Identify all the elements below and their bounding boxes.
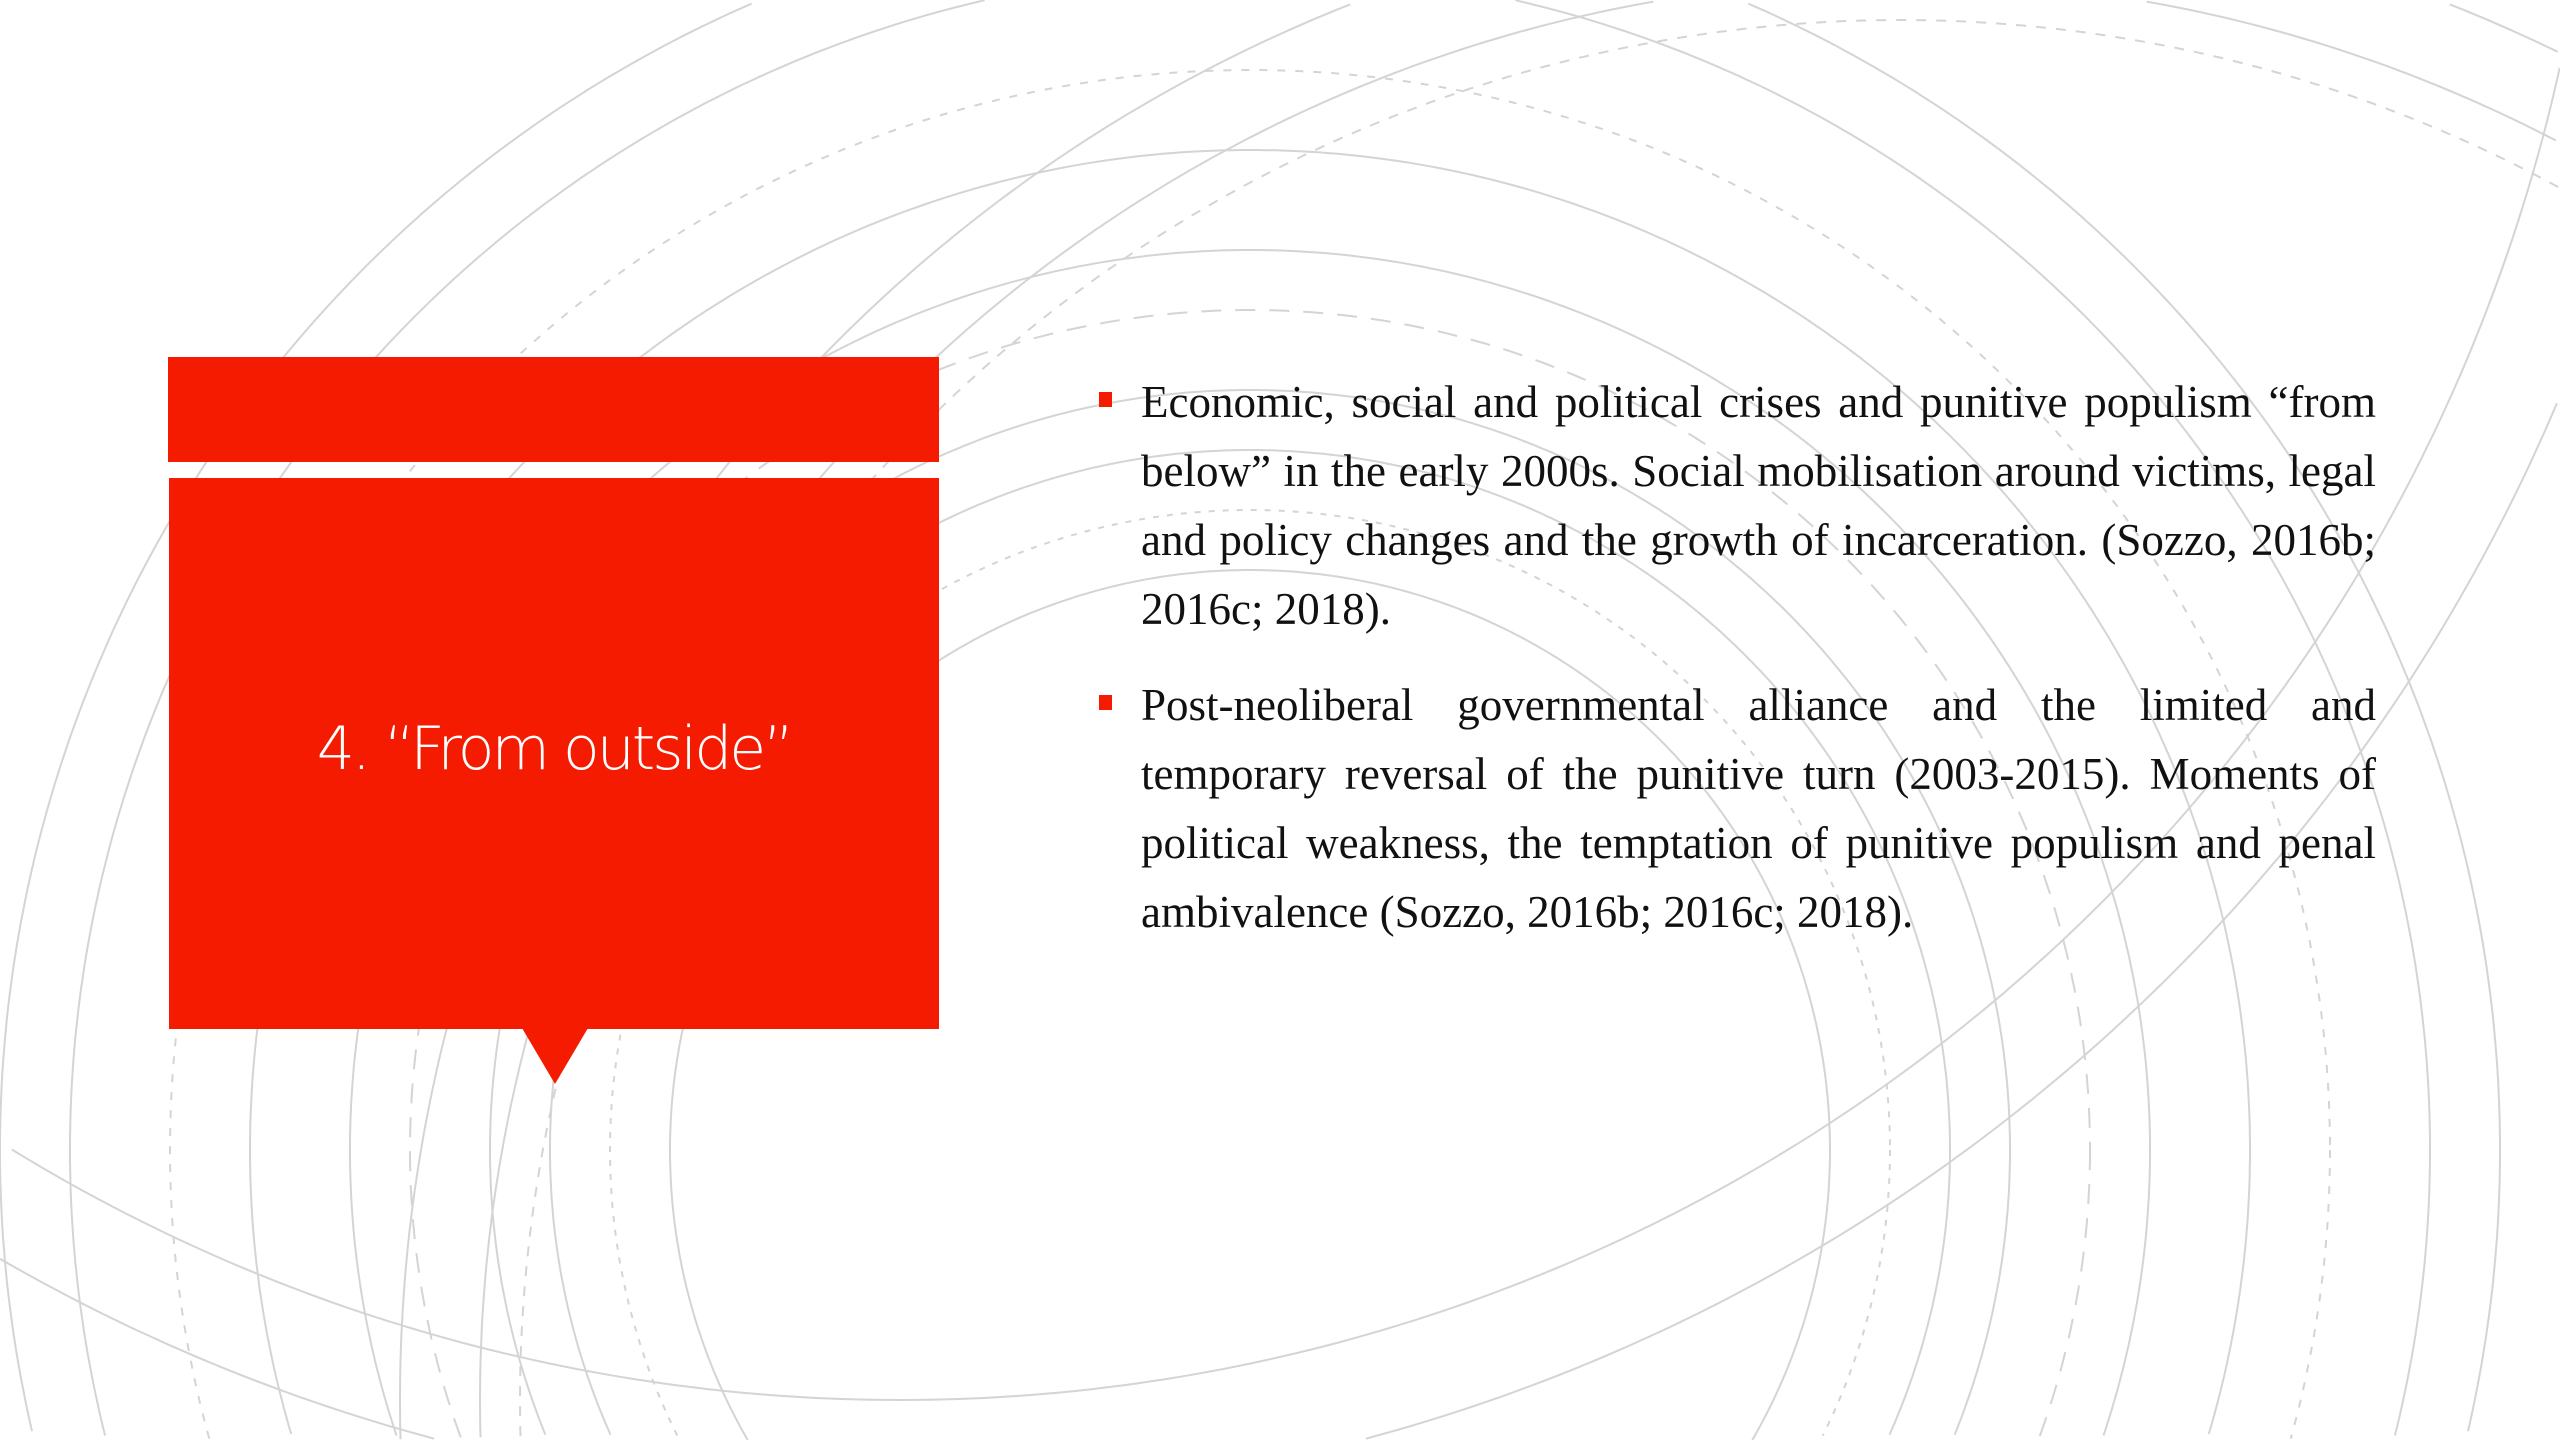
background-arc — [1888, 1150, 1951, 1436]
bullet-square-icon — [1099, 695, 1112, 710]
slide-title: 4. “From outside” — [316, 713, 795, 784]
background-arc — [1747, 2, 2501, 1150]
background-arc — [2102, 1150, 2151, 1436]
background-arc — [0, 1257, 435, 1440]
background-arc — [1515, 0, 2431, 1150]
callout-pointer — [522, 1028, 588, 1084]
background-arc — [2038, 1150, 2091, 1438]
background-arc — [2207, 1150, 2251, 1435]
bullet-square-icon — [1099, 392, 1112, 407]
background-arc — [1751, 1150, 1831, 1440]
background-arc — [2393, 1150, 2431, 1436]
background-arc — [669, 569, 1831, 1440]
bullet-text: Post-neoliberal governmental alliance an… — [1141, 680, 2376, 937]
background-arc — [1821, 1150, 1891, 1437]
background-arc — [11, 67, 2560, 1402]
background-arc — [2467, 1150, 2501, 1432]
background-arc — [1365, 402, 2558, 1440]
background-arc — [2289, 1150, 2331, 1439]
bullet-item: Post-neoliberal governmental alliance an… — [1099, 671, 2376, 947]
background-arc — [609, 509, 1891, 1437]
background-arc — [0, 2, 753, 1432]
title-callout-box: 4. “From outside” — [169, 478, 939, 1029]
bullet-list: Economic, social and political crises an… — [1099, 368, 2376, 974]
background-arc — [2449, 3, 2559, 53]
bullet-text: Economic, social and political crises an… — [1141, 377, 2376, 634]
bullet-item: Economic, social and political crises an… — [1099, 368, 2376, 644]
background-arc — [2146, 0, 2557, 142]
background-arc — [1953, 1150, 2011, 1436]
title-top-bar — [168, 357, 939, 462]
